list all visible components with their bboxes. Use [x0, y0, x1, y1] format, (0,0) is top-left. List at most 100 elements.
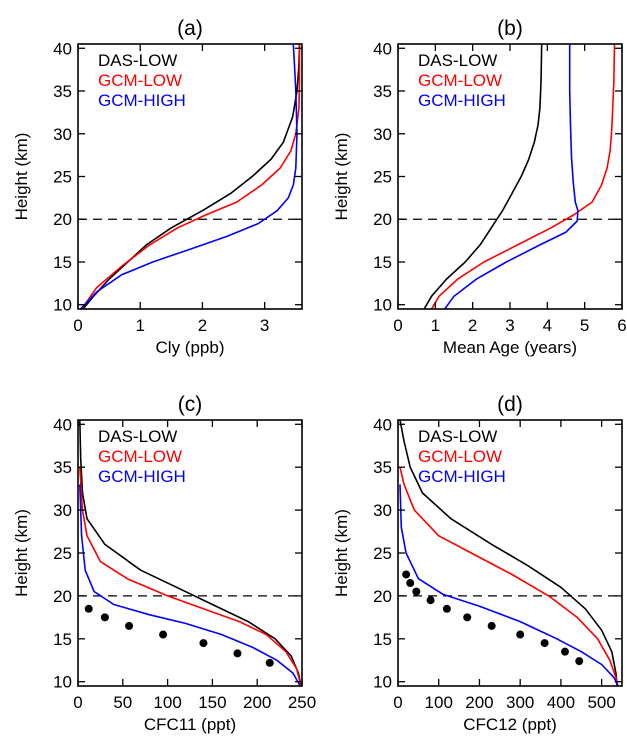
x-tick-label: 300: [506, 693, 534, 712]
legend-entry: DAS-LOW: [418, 427, 497, 446]
data-point: [100, 613, 109, 622]
data-point: [560, 647, 569, 656]
data-point: [402, 570, 411, 579]
series-line-gcm-high: [79, 43, 298, 310]
legend-entry: GCM-HIGH: [98, 467, 186, 486]
panel-title: (b): [497, 17, 523, 40]
x-tick-label: 1: [135, 316, 144, 335]
y-tick-label: 35: [53, 82, 72, 101]
y-tick-label: 20: [53, 587, 72, 606]
data-point: [84, 604, 93, 613]
y-axis-label: Height (km): [332, 133, 351, 221]
panel-c: 0 50 100 150 200 250 10 15 20 25 30 35 40 (c) CFC11 (p…: [12, 393, 316, 734]
y-tick-label: 35: [53, 458, 72, 477]
y-tick-label: 25: [373, 544, 392, 563]
y-tick-label: 30: [373, 501, 392, 520]
panel-b: 0 1 2 3 4 5 6 10 15 20 25 30 35 40 (b) Mean Age (years)…: [332, 17, 627, 357]
y-tick-label: 35: [373, 458, 392, 477]
y-tick-label: 10: [53, 673, 72, 692]
x-tick-label: 100: [425, 693, 453, 712]
x-tick-label: 5: [580, 316, 589, 335]
y-tick-label: 10: [53, 296, 72, 315]
y-tick-label: 30: [373, 125, 392, 144]
data-point: [412, 587, 421, 596]
series-line-gcm-low: [81, 44, 301, 310]
panel-title: (c): [178, 393, 203, 416]
x-tick-label: 3: [505, 316, 514, 335]
observation-points: [84, 604, 274, 667]
x-tick-label: 500: [587, 693, 615, 712]
panel-a: 0 1 2 3 10 15 20 25 30 35 40 (a) Cly (ppb) Height (km…: [12, 17, 303, 357]
x-tick-label: 0: [73, 316, 82, 335]
x-tick-label: 4: [543, 316, 552, 335]
legend-entry: DAS-LOW: [98, 51, 177, 70]
y-tick-label: 35: [373, 82, 392, 101]
x-axis-label: Mean Age (years): [443, 338, 577, 357]
x-axis-label: CFC12 (ppt): [463, 715, 557, 734]
y-tick-label: 15: [53, 253, 72, 272]
data-point: [487, 621, 496, 630]
y-axis-label: Height (km): [12, 509, 31, 597]
series-line-gcm-high: [399, 484, 619, 687]
legend-entry: GCM-LOW: [418, 71, 502, 90]
series-line-gcm-low: [430, 43, 616, 310]
series-line-gcm-high: [79, 484, 301, 687]
legend-entry: DAS-LOW: [98, 427, 177, 446]
x-tick-label: 1: [431, 316, 440, 335]
x-tick-label: 0: [73, 693, 82, 712]
y-tick-label: 25: [53, 544, 72, 563]
panel-title: (d): [497, 393, 523, 416]
y-tick-label: 40: [373, 39, 392, 58]
x-tick-label: 0: [393, 693, 402, 712]
y-tick-label: 20: [53, 210, 72, 229]
x-tick-label: 200: [243, 693, 271, 712]
x-tick-label: 250: [288, 693, 316, 712]
data-point: [265, 658, 274, 667]
x-tick-label: 6: [617, 316, 626, 335]
y-tick-label: 40: [373, 415, 392, 434]
y-axis-label: Height (km): [12, 133, 31, 221]
x-tick-label: 400: [547, 693, 575, 712]
legend-entry: GCM-LOW: [98, 71, 182, 90]
x-tick-label: 100: [153, 693, 181, 712]
y-tick-label: 10: [373, 296, 392, 315]
x-tick-label: 0: [393, 316, 402, 335]
x-tick-label: 2: [198, 316, 207, 335]
x-tick-label: 150: [198, 693, 226, 712]
x-tick-label: 200: [465, 693, 493, 712]
data-point: [426, 596, 435, 605]
y-tick-label: 25: [53, 168, 72, 187]
y-tick-label: 15: [53, 630, 72, 649]
y-tick-label: 15: [373, 630, 392, 649]
y-tick-label: 40: [53, 39, 72, 58]
panel-title: (a): [177, 17, 203, 40]
y-tick-label: 25: [373, 168, 392, 187]
y-tick-label: 20: [373, 210, 392, 229]
data-point: [516, 630, 525, 639]
x-axis-label: CFC11 (ppt): [144, 715, 236, 734]
legend-entry: DAS-LOW: [418, 51, 497, 70]
legend-entry: GCM-HIGH: [418, 467, 506, 486]
data-point: [159, 630, 168, 639]
x-tick-label: 50: [113, 693, 132, 712]
y-tick-label: 30: [53, 125, 72, 144]
series-line-gcm-low: [399, 467, 619, 687]
data-point: [233, 649, 242, 658]
x-axis-label: Cly (ppb): [156, 338, 225, 357]
panel-d: 0 100 200 300 400 500 10 15 20 25 30 35 40 (d) CFC12 (…: [332, 393, 623, 734]
legend-entry: GCM-HIGH: [98, 91, 186, 110]
x-tick-label: 2: [468, 316, 477, 335]
data-point: [575, 657, 584, 666]
y-tick-label: 30: [53, 501, 72, 520]
series-line-gcm-high: [444, 44, 579, 310]
y-axis-label: Height (km): [332, 509, 351, 597]
data-point: [463, 613, 472, 622]
legend-entry: GCM-HIGH: [418, 91, 506, 110]
y-tick-label: 10: [373, 673, 392, 692]
observation-points: [402, 570, 584, 666]
legend-entry: GCM-LOW: [418, 447, 502, 466]
y-tick-label: 20: [373, 587, 392, 606]
series-line-das-low: [399, 419, 618, 687]
data-point: [125, 621, 134, 630]
